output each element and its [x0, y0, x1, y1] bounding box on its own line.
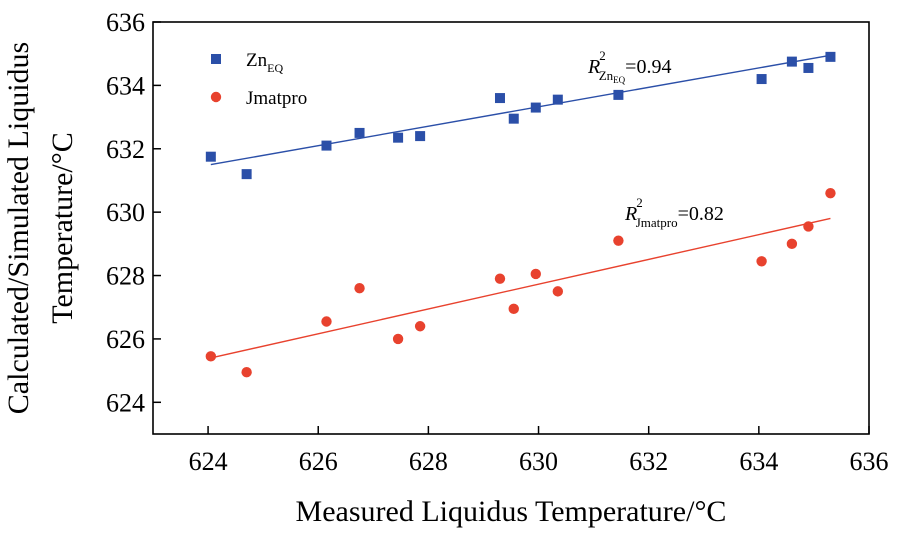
data-point-jmatpro — [241, 367, 252, 378]
data-point-zn-eq — [241, 169, 252, 180]
data-point-zn-eq — [803, 62, 814, 73]
y-tick-label: 626 — [106, 325, 145, 354]
y-axis-label-line2: Temperature/°C — [46, 132, 79, 323]
legend-marker-jmatpro — [210, 91, 222, 103]
data-point-zn-eq — [415, 131, 426, 142]
y-tick-label: 628 — [106, 262, 145, 291]
data-point-jmatpro — [786, 238, 798, 250]
y-tick-label: 636 — [106, 8, 145, 37]
data-point-zn-eq — [354, 127, 365, 138]
y-axis-label: Calculated/Simulated Liquidus — [2, 42, 35, 414]
y-tick-label: 632 — [106, 135, 145, 164]
data-points — [205, 51, 836, 378]
data-point-jmatpro — [756, 256, 767, 267]
data-point-zn-eq — [393, 132, 404, 143]
plot-area — [152, 21, 870, 435]
y-tick-label: 630 — [106, 198, 145, 227]
data-point-zn-eq — [756, 74, 767, 85]
data-point-jmatpro — [354, 283, 365, 294]
data-point-jmatpro — [825, 187, 836, 199]
axis-ticks: 624 626 628 630 632 634 636 624 626 628 630 632 634 6… — [106, 8, 889, 476]
r2-annotation-jmatpro: R2 Jmatpro=0.82 — [624, 195, 724, 230]
legend-label-zn-eq: ZnEQ — [246, 50, 283, 75]
data-point-jmatpro — [613, 235, 624, 246]
x-axis-label: Measured Liquidus Temperature/°C — [296, 495, 727, 528]
x-tick-label: 630 — [519, 447, 558, 476]
y-tick-label: 624 — [106, 388, 145, 417]
r2-annotation-zn-eq: R2 ZnEQ=0.94 — [587, 48, 671, 85]
data-point-jmatpro — [530, 268, 541, 280]
x-tick-label: 636 — [850, 447, 889, 476]
x-tick-label: 632 — [629, 447, 668, 476]
data-point-jmatpro — [392, 333, 404, 345]
data-point-jmatpro — [321, 316, 332, 327]
data-point-jmatpro — [803, 221, 814, 232]
y-tick-label: 634 — [106, 71, 145, 100]
fit-line-zn-eq — [210, 54, 831, 166]
data-point-jmatpro — [508, 303, 519, 315]
legend-marker-zn-eq — [211, 54, 221, 64]
data-point-zn-eq — [205, 151, 216, 162]
x-tick-label: 628 — [409, 447, 448, 476]
data-point-zn-eq — [508, 113, 519, 124]
data-point-zn-eq — [321, 140, 332, 151]
data-point-jmatpro — [552, 286, 564, 297]
data-point-zn-eq — [786, 56, 797, 67]
data-point-jmatpro — [205, 351, 217, 362]
data-point-zn-eq — [825, 51, 836, 62]
x-tick-label: 634 — [739, 447, 778, 476]
data-point-zn-eq — [494, 93, 505, 104]
data-point-zn-eq — [613, 89, 624, 100]
legend: ZnEQ Jmatpro — [210, 50, 307, 109]
data-point-zn-eq — [552, 94, 563, 105]
fit-line-jmatpro — [210, 217, 831, 359]
data-point-jmatpro — [414, 321, 426, 332]
x-tick-label: 624 — [189, 447, 228, 476]
data-point-jmatpro — [494, 273, 506, 284]
legend-label-jmatpro: Jmatpro — [246, 88, 307, 109]
data-point-zn-eq — [530, 102, 541, 113]
fit-lines — [210, 54, 831, 359]
x-tick-label: 626 — [299, 447, 338, 476]
